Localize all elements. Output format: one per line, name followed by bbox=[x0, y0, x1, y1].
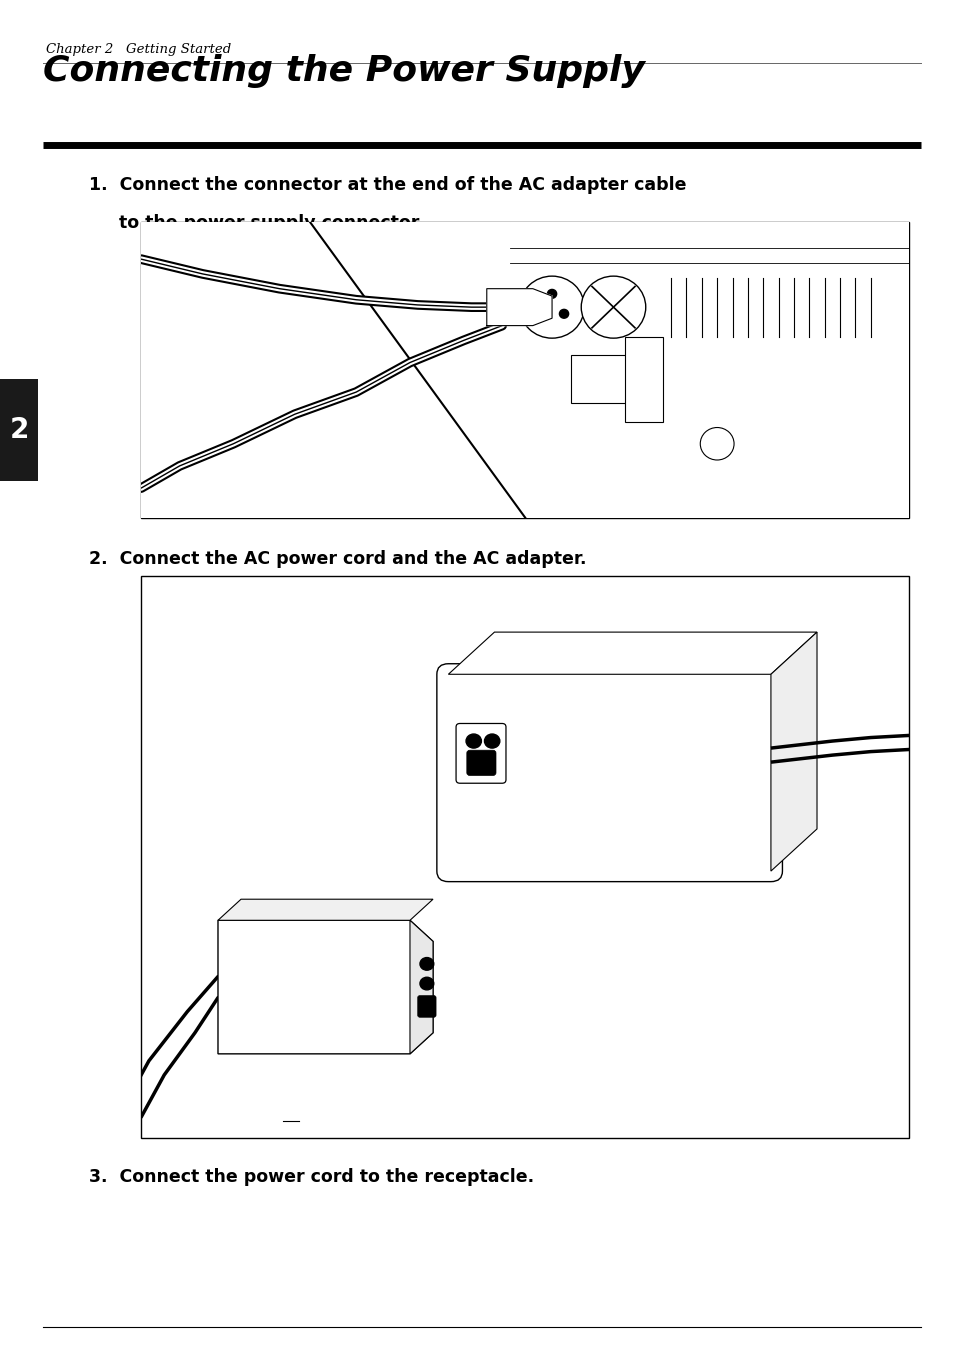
Circle shape bbox=[484, 734, 499, 748]
Circle shape bbox=[535, 309, 544, 318]
Bar bbox=[141, 576, 908, 1138]
FancyBboxPatch shape bbox=[466, 751, 496, 775]
Text: 1.  Connect the connector at the end of the AC adapter cable: 1. Connect the connector at the end of t… bbox=[89, 176, 685, 194]
Circle shape bbox=[419, 977, 434, 991]
Circle shape bbox=[519, 276, 583, 339]
Polygon shape bbox=[217, 920, 433, 1054]
Polygon shape bbox=[770, 631, 816, 871]
Bar bbox=[141, 222, 908, 518]
Polygon shape bbox=[141, 222, 509, 518]
Circle shape bbox=[700, 428, 733, 459]
Text: to the power supply connector.: to the power supply connector. bbox=[89, 214, 422, 232]
Circle shape bbox=[466, 734, 481, 748]
FancyBboxPatch shape bbox=[436, 664, 781, 882]
Polygon shape bbox=[509, 222, 908, 518]
Bar bbox=[0, 379, 38, 481]
FancyBboxPatch shape bbox=[417, 996, 436, 1018]
Polygon shape bbox=[448, 631, 816, 675]
Circle shape bbox=[580, 276, 645, 339]
Polygon shape bbox=[486, 289, 552, 325]
FancyBboxPatch shape bbox=[456, 724, 505, 783]
Text: Connecting the Power Supply: Connecting the Power Supply bbox=[43, 54, 644, 88]
Circle shape bbox=[547, 290, 557, 298]
Bar bbox=[624, 336, 662, 421]
Text: 2: 2 bbox=[10, 416, 29, 444]
Polygon shape bbox=[410, 920, 433, 1054]
Circle shape bbox=[419, 958, 434, 970]
Text: 2.  Connect the AC power cord and the AC adapter.: 2. Connect the AC power cord and the AC … bbox=[89, 550, 585, 568]
Text: Chapter 2   Getting Started: Chapter 2 Getting Started bbox=[46, 43, 231, 57]
Text: 3.  Connect the power cord to the receptacle.: 3. Connect the power cord to the recepta… bbox=[89, 1168, 534, 1186]
Circle shape bbox=[558, 309, 568, 318]
Bar bbox=[571, 355, 655, 404]
Polygon shape bbox=[217, 900, 433, 920]
